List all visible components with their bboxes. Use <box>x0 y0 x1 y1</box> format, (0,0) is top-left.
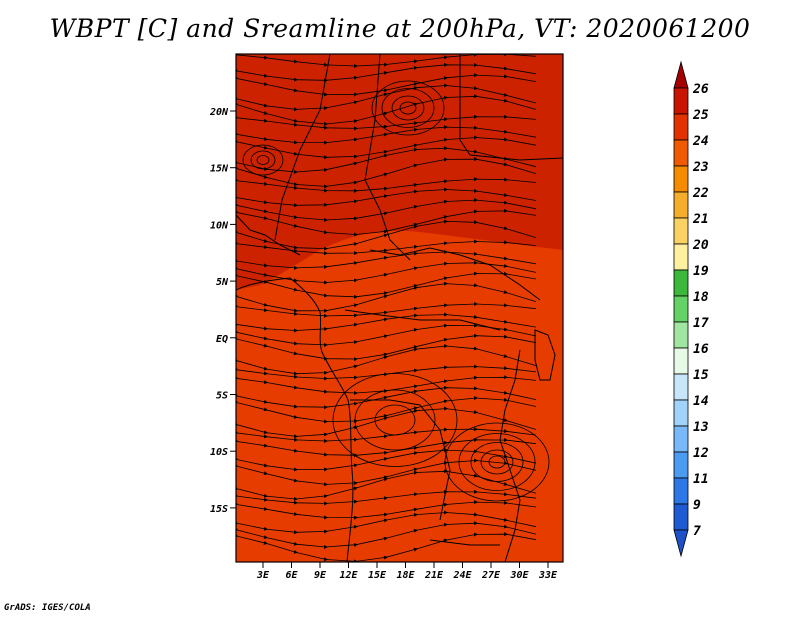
colorbar-swatch <box>673 139 689 167</box>
colorbar-swatch <box>673 87 689 115</box>
streamline-eddy <box>458 433 536 491</box>
country-borders <box>236 54 563 562</box>
border-line <box>364 54 411 261</box>
border-line <box>236 214 301 256</box>
lon-label: 9E <box>314 570 327 581</box>
streamline-eddy <box>391 95 425 121</box>
colorbar-label: 26 <box>692 82 709 97</box>
lat-label: 5S <box>216 391 228 402</box>
streamline-eddy <box>488 455 506 469</box>
lat-label: EQ <box>216 334 228 345</box>
longitude-axis: 3E 6E 9E 12E 15E 18E 21E 24E 27E 30E 33E <box>256 562 558 581</box>
colorbar-label: 13 <box>693 420 709 435</box>
lon-label: 27E <box>481 570 501 581</box>
colorbar-swatch <box>673 321 689 349</box>
lon-label: 24E <box>452 570 472 581</box>
lon-label: 33E <box>538 570 558 581</box>
lat-label: 20N <box>209 107 229 118</box>
lon-label: 6E <box>285 570 298 581</box>
streamline-eddy <box>381 88 435 128</box>
border-line <box>369 247 541 301</box>
colorbar-swatch <box>673 295 689 323</box>
colorbar-swatch <box>673 347 689 375</box>
streamline-eddy <box>470 442 524 482</box>
lat-label: 15S <box>210 504 228 515</box>
colorbar-label: 18 <box>693 290 709 305</box>
colorbar-label: 12 <box>693 446 709 461</box>
lon-label: 21E <box>424 570 444 581</box>
lat-label: 5N <box>216 277 229 288</box>
colorbar-label: 11 <box>693 472 709 487</box>
border-line <box>429 539 500 546</box>
lon-label: 3E <box>256 570 270 581</box>
streamline <box>236 427 537 444</box>
lat-label: 15N <box>210 164 229 175</box>
chart-title: WBPT [C] and Sreamline at 200hPa, VT: 20… <box>49 14 751 43</box>
colorbar-swatch <box>673 191 689 219</box>
streamline-eddy <box>242 144 284 176</box>
colorbar-swatch <box>673 165 689 193</box>
lat-label: 10N <box>210 220 229 231</box>
colorbar-label: 15 <box>693 368 709 383</box>
streamline-eddy <box>332 373 458 467</box>
latitude-axis: 20N 15N 10N 5N EQ 5S 10S 15S <box>209 107 236 515</box>
colorbar-label: 20 <box>692 238 709 253</box>
colorbar-label: 23 <box>692 160 709 175</box>
streamline-eddy <box>444 422 550 502</box>
lon-label: 15E <box>368 570 387 581</box>
colorbar-swatch <box>673 477 689 505</box>
colorbar-swatch <box>673 269 689 297</box>
border-line <box>274 54 331 241</box>
colorbar-label: 25 <box>692 108 709 123</box>
colorbar-swatch <box>673 503 689 531</box>
streamline <box>236 489 537 506</box>
lon-label: 12E <box>339 570 358 581</box>
colorbar: 26 25 24 23 22 21 20 19 18 17 16 15 14 13 12 11 9 7 <box>673 60 709 558</box>
streamline-eddy <box>354 389 436 451</box>
streamline-eddy <box>250 150 276 170</box>
colorbar-label: 21 <box>692 212 709 227</box>
colorbar-swatch <box>673 373 689 401</box>
streamline-eddy <box>371 80 445 136</box>
lat-label: 10S <box>210 447 228 458</box>
colorbar-swatch <box>673 243 689 271</box>
map-frame <box>235 53 564 563</box>
colorbar-swatch <box>673 529 689 558</box>
border-line <box>459 54 563 161</box>
streamlines <box>236 54 550 562</box>
colorbar-label: 7 <box>693 524 701 539</box>
colorbar-label: 22 <box>692 186 709 201</box>
lon-label: 30E <box>509 570 529 581</box>
colorbar-swatch <box>673 451 689 479</box>
credit-label: GrADS: IGES/COLA <box>4 603 91 613</box>
lon-label: 18E <box>396 570 415 581</box>
border-line <box>236 277 354 562</box>
streamline-eddy <box>480 449 514 475</box>
streamline <box>236 532 537 562</box>
border-line <box>344 309 501 331</box>
colorbar-swatch <box>673 217 689 245</box>
colorbar-swatch <box>673 399 689 427</box>
border-line <box>534 329 556 381</box>
colorbar-label: 14 <box>693 394 709 409</box>
colorbar-label: 9 <box>693 498 701 513</box>
colorbar-label: 24 <box>692 134 709 149</box>
border-line <box>499 349 521 562</box>
border-line <box>350 399 451 521</box>
colorbar-swatch <box>673 60 689 89</box>
colorbar-swatch <box>673 425 689 453</box>
map-panel <box>235 53 564 563</box>
streamline-eddy <box>399 101 417 115</box>
streamline-eddy <box>374 404 416 436</box>
colorbar-label: 17 <box>693 316 709 331</box>
colorbar-label: 19 <box>693 264 709 279</box>
streamline-eddy <box>256 155 270 165</box>
colorbar-label: 16 <box>693 342 709 357</box>
colorbar-swatch <box>673 113 689 141</box>
